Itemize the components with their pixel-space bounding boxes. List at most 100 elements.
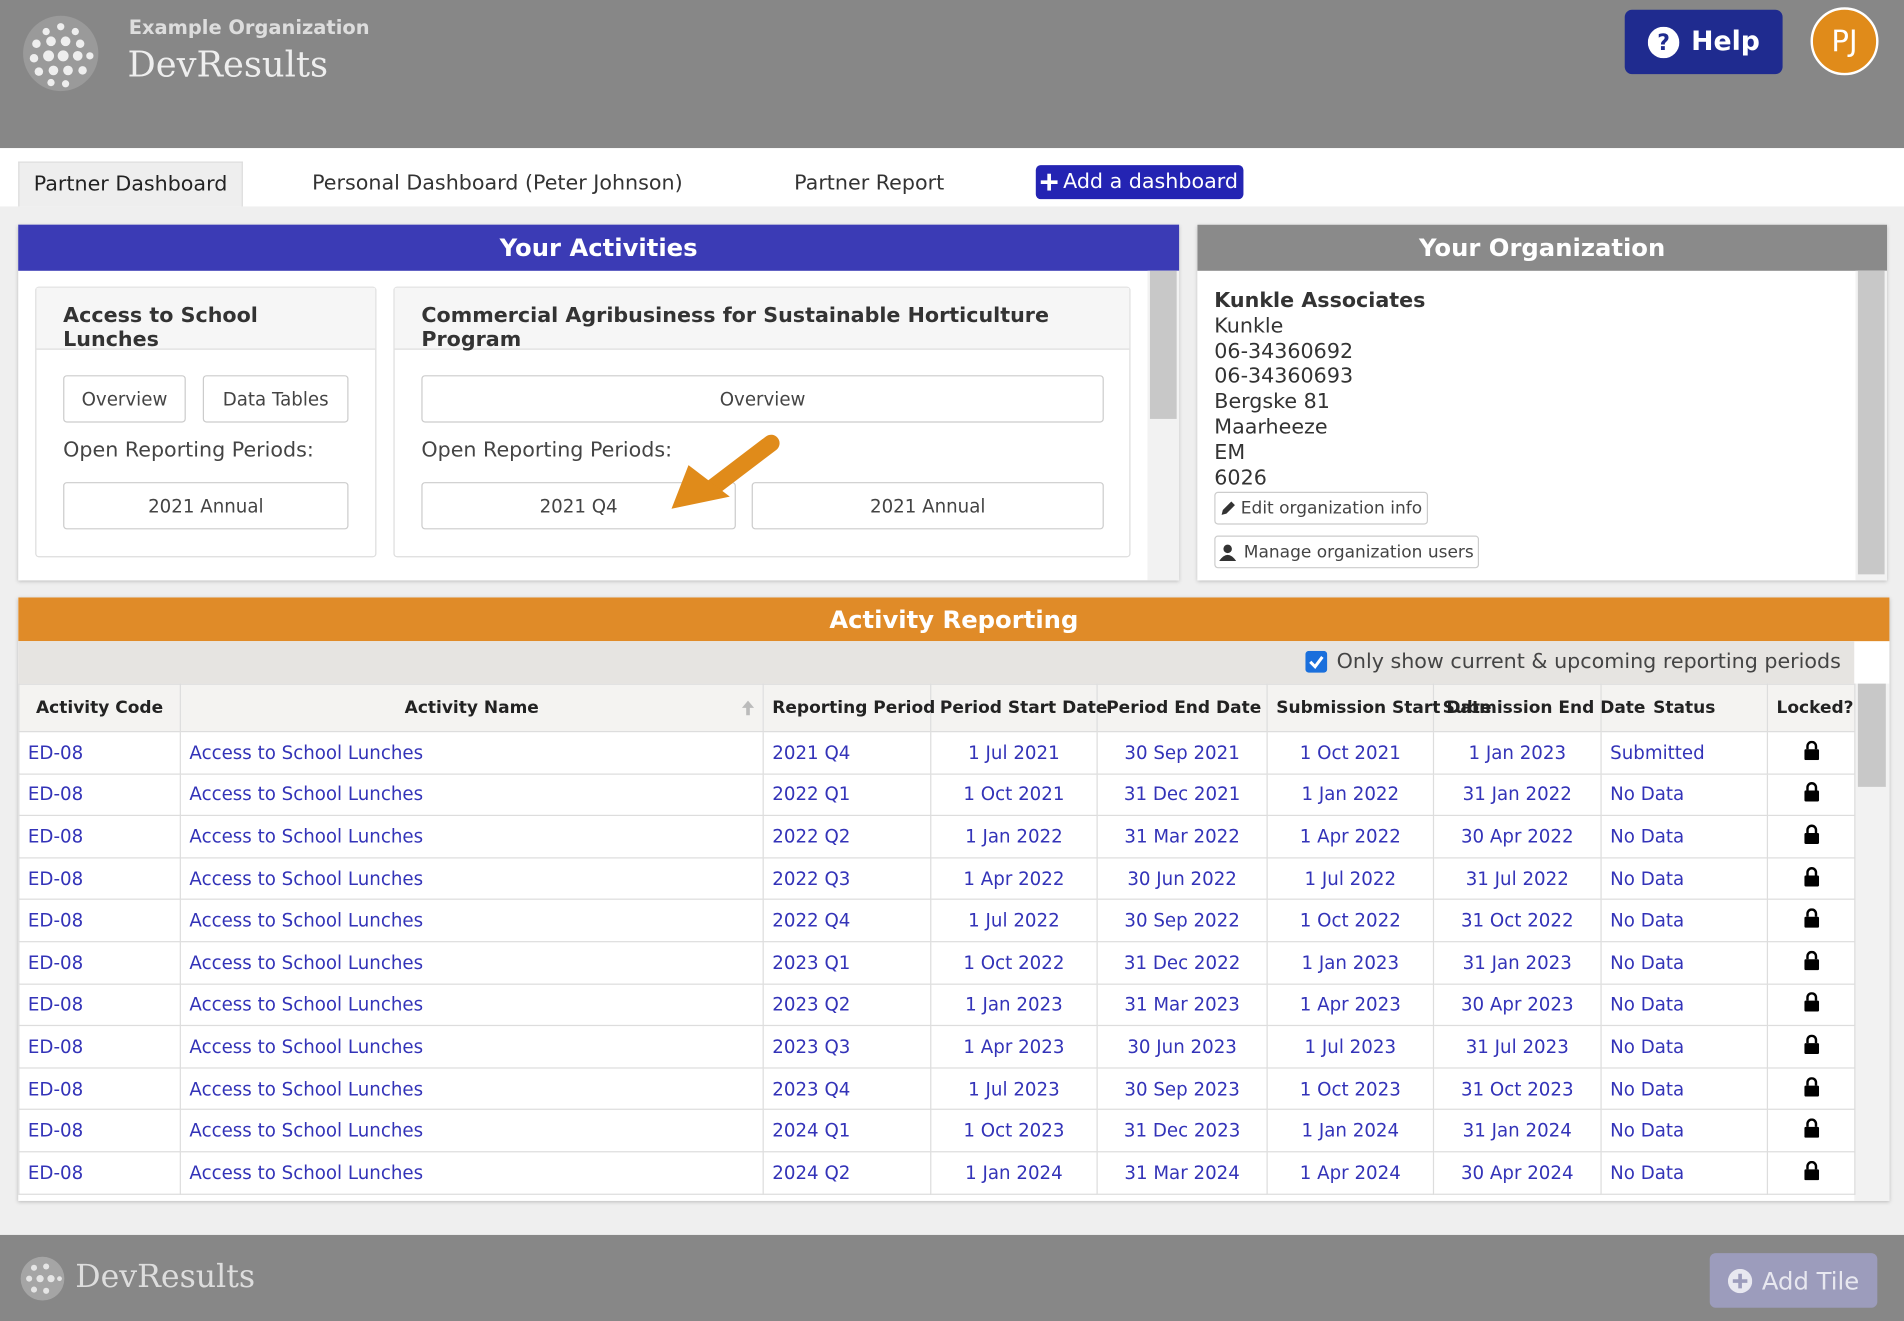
scrollbar: [1855, 270, 1888, 581]
table-cell[interactable]: Access to School Lunches: [179, 899, 764, 943]
period-button[interactable]: 2021 Annual: [751, 482, 1104, 530]
table-cell: No Data: [1600, 815, 1769, 859]
table-cell[interactable]: ED-08: [18, 1109, 181, 1153]
column-header[interactable]: Activity Name: [179, 683, 764, 733]
lock-cell: [1766, 983, 1856, 1027]
table-cell[interactable]: Access to School Lunches: [179, 1067, 764, 1111]
table-cell[interactable]: 2023 Q2: [762, 983, 932, 1027]
column-header[interactable]: Period Start Date: [930, 683, 1107, 733]
table-cell: 31 Dec 2022: [1096, 941, 1268, 985]
sort-icon[interactable]: [741, 699, 756, 716]
table-cell: 1 Oct 2021: [930, 773, 1098, 817]
lock-icon: [1803, 992, 1819, 1012]
table-cell[interactable]: ED-08: [18, 899, 181, 943]
table-cell[interactable]: ED-08: [18, 983, 181, 1027]
column-header[interactable]: Submission End Date: [1432, 683, 1645, 733]
button-label: Edit organization info: [1240, 498, 1423, 518]
tab[interactable]: Partner Report: [794, 171, 945, 196]
table-cell[interactable]: 2023 Q4: [762, 1067, 932, 1111]
column-header[interactable]: Status: [1600, 683, 1769, 733]
lock-cell: [1766, 941, 1856, 985]
lock-icon: [1803, 1160, 1819, 1180]
table-cell[interactable]: ED-08: [18, 731, 181, 775]
table-cell[interactable]: ED-08: [18, 857, 181, 901]
help-button[interactable]: ? Help: [1624, 9, 1783, 75]
column-header[interactable]: Period End Date: [1096, 683, 1268, 733]
add-tile-label: Add Tile: [1761, 1265, 1860, 1296]
button-label: Manage organization users: [1243, 542, 1474, 562]
table-cell[interactable]: ED-08: [18, 773, 181, 817]
table-cell[interactable]: 2022 Q4: [762, 899, 932, 943]
table-cell: 31 Mar 2022: [1096, 815, 1268, 859]
tab[interactable]: Partner Dashboard: [18, 161, 243, 207]
table-cell[interactable]: ED-08: [18, 1025, 181, 1069]
edit-org-button[interactable]: Edit organization info: [1214, 491, 1429, 525]
top-bar: Example Organization DevResults ? Help P…: [0, 0, 1904, 149]
add-dashboard-label: Add a dashboard: [1063, 170, 1239, 195]
lock-cell: [1766, 773, 1856, 817]
table-cell[interactable]: Access to School Lunches: [179, 1151, 764, 1195]
table-cell[interactable]: Access to School Lunches: [179, 857, 764, 901]
lock-cell: [1766, 1067, 1856, 1111]
table-cell[interactable]: Access to School Lunches: [179, 1025, 764, 1069]
tab[interactable]: Personal Dashboard (Peter Johnson): [312, 171, 683, 196]
card-button[interactable]: Overview: [421, 375, 1104, 423]
table-cell[interactable]: 2023 Q1: [762, 941, 932, 985]
card-button[interactable]: Data Tables: [202, 375, 349, 423]
scroll-thumb[interactable]: [1149, 270, 1177, 419]
table-cell[interactable]: 2021 Q4: [762, 731, 932, 775]
table-cell: 30 Apr 2022: [1432, 815, 1602, 859]
filter-label: Only show current & upcoming reporting p…: [1336, 649, 1841, 674]
table-cell[interactable]: Access to School Lunches: [179, 773, 764, 817]
table-cell: No Data: [1600, 1067, 1769, 1111]
table-cell: 1 Jan 2023: [1266, 941, 1435, 985]
table-cell: 1 Jan 2023: [1432, 731, 1602, 775]
activities-panel: Your Activities Access to School Lunches…: [18, 224, 1180, 581]
add-dashboard-button[interactable]: Add a dashboard: [1035, 165, 1244, 200]
scroll-thumb[interactable]: [1857, 270, 1885, 575]
table-cell[interactable]: Access to School Lunches: [179, 983, 764, 1027]
table-cell[interactable]: ED-08: [18, 1151, 181, 1195]
lock-icon: [1803, 782, 1819, 802]
table-cell[interactable]: ED-08: [18, 815, 181, 859]
checkbox[interactable]: [1305, 650, 1327, 673]
table-cell[interactable]: Access to School Lunches: [179, 941, 764, 985]
table-cell: 1 Jan 2024: [1266, 1109, 1435, 1153]
annotation-arrow: [671, 434, 780, 509]
column-header[interactable]: Locked?: [1766, 683, 1856, 733]
table-row: ED-08 Access to School Lunches 2021 Q4 1 Ju…: [18, 731, 1856, 775]
table-cell[interactable]: Access to School Lunches: [179, 1109, 764, 1153]
table-cell: No Data: [1600, 857, 1769, 901]
plus-icon: [1041, 173, 1059, 191]
table-cell[interactable]: 2024 Q1: [762, 1109, 932, 1153]
table-cell[interactable]: 2022 Q2: [762, 815, 932, 859]
scroll-thumb[interactable]: [1857, 683, 1886, 787]
card-button[interactable]: Overview: [63, 375, 186, 423]
table-cell: 31 Mar 2024: [1096, 1151, 1268, 1195]
table-cell: 30 Apr 2023: [1432, 983, 1602, 1027]
org-line: Kunkle: [1214, 314, 1284, 339]
table-cell: 30 Jun 2022: [1096, 857, 1268, 901]
table-cell: 30 Jun 2023: [1096, 1025, 1268, 1069]
period-button[interactable]: 2021 Annual: [63, 482, 349, 530]
table-cell: 31 Mar 2023: [1096, 983, 1268, 1027]
column-header[interactable]: Activity Code: [18, 683, 181, 733]
table-cell: No Data: [1600, 983, 1769, 1027]
manage-users-button[interactable]: Manage organization users: [1214, 535, 1480, 569]
column-header[interactable]: Submission Start Date: [1266, 683, 1492, 733]
column-header[interactable]: Reporting Period: [762, 683, 935, 733]
table-cell: 30 Apr 2024: [1432, 1151, 1602, 1195]
avatar[interactable]: PJ: [1810, 7, 1879, 76]
table-cell: 1 Jan 2024: [930, 1151, 1098, 1195]
add-tile-button[interactable]: Add Tile: [1709, 1253, 1878, 1308]
table-cell[interactable]: Access to School Lunches: [179, 815, 764, 859]
table-cell[interactable]: 2022 Q1: [762, 773, 932, 817]
table-cell[interactable]: 2022 Q3: [762, 857, 932, 901]
header-row: Activity Code Activity Name Reporting Peri…: [18, 683, 1856, 733]
table-cell[interactable]: ED-08: [18, 1067, 181, 1111]
scrollbar: [1854, 683, 1890, 1201]
table-cell[interactable]: 2024 Q2: [762, 1151, 932, 1195]
table-cell[interactable]: ED-08: [18, 941, 181, 985]
table-cell[interactable]: Access to School Lunches: [179, 731, 764, 775]
table-cell[interactable]: 2023 Q3: [762, 1025, 932, 1069]
